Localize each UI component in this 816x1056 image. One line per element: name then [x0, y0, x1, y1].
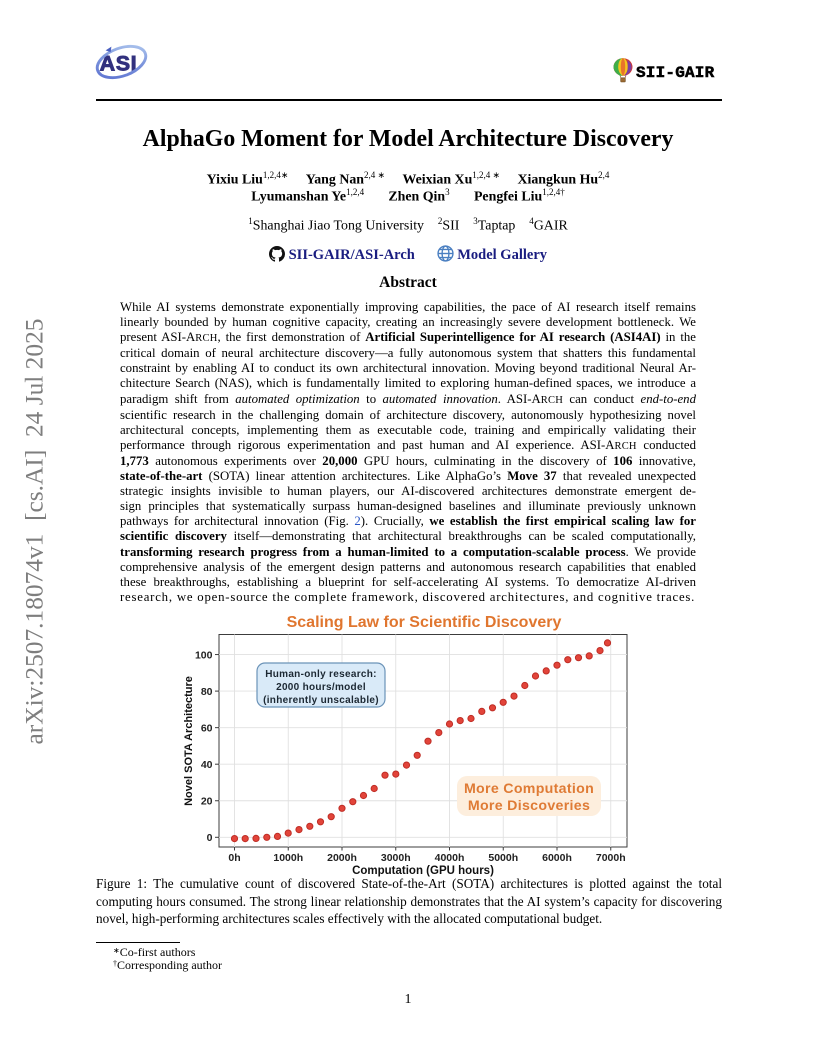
svg-text:6000h: 6000h	[542, 852, 572, 864]
svg-text:Computation (GPU hours): Computation (GPU hours)	[352, 865, 494, 877]
svg-text:60: 60	[201, 722, 213, 734]
svg-text:More Computation: More Computation	[464, 781, 594, 797]
svg-text:3000h: 3000h	[381, 852, 411, 864]
svg-text:40: 40	[201, 759, 213, 771]
svg-text:20: 20	[201, 795, 213, 807]
svg-text:2000 hours/model: 2000 hours/model	[276, 682, 366, 693]
svg-text:7000h: 7000h	[596, 852, 626, 864]
svg-text:(inherently unscalable): (inherently unscalable)	[263, 695, 379, 706]
svg-text:2000h: 2000h	[327, 852, 357, 864]
svg-text:1000h: 1000h	[273, 852, 303, 864]
svg-text:0: 0	[207, 832, 213, 844]
svg-text:5000h: 5000h	[488, 852, 518, 864]
svg-text:Novel SOTA Architecture: Novel SOTA Architecture	[183, 676, 195, 806]
svg-text:0h: 0h	[228, 852, 240, 864]
svg-text:80: 80	[201, 686, 213, 698]
svg-text:4000h: 4000h	[435, 852, 465, 864]
svg-text:More Discoveries: More Discoveries	[468, 798, 590, 814]
svg-text:Scaling Law for Scientific Dis: Scaling Law for Scientific Discovery	[287, 614, 562, 631]
svg-text:100: 100	[195, 649, 213, 661]
svg-text:Human-only research:: Human-only research:	[265, 669, 377, 680]
